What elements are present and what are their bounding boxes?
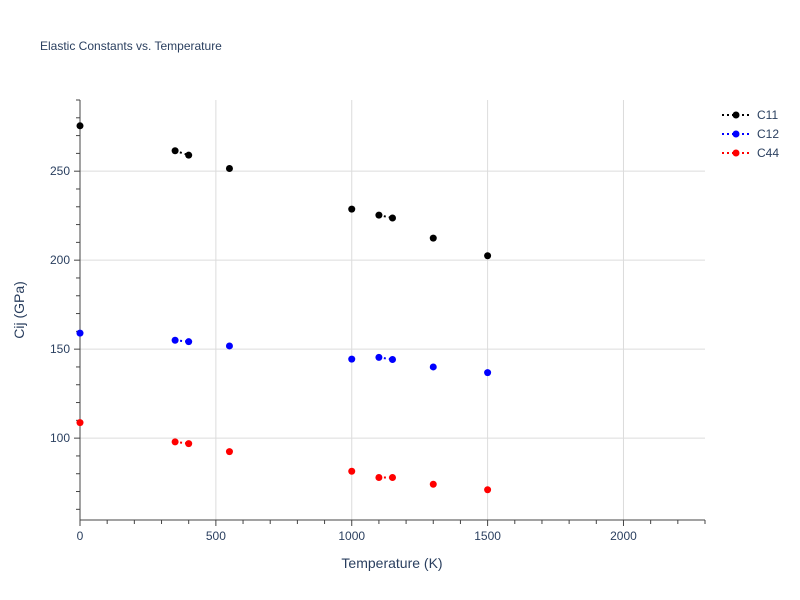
x-tick-label: 500 [206, 529, 226, 543]
data-point[interactable] [348, 205, 356, 213]
grid [80, 100, 705, 520]
y-tick-label: 100 [50, 431, 70, 445]
data-point[interactable] [225, 342, 233, 350]
data-point[interactable] [171, 438, 179, 446]
data-point[interactable] [185, 338, 193, 346]
data-point[interactable] [348, 467, 356, 475]
data-point[interactable] [225, 165, 233, 173]
data-point[interactable] [484, 252, 492, 260]
x-tick-label: 2000 [610, 529, 637, 543]
y-axis-title: Cij (GPa) [11, 281, 27, 339]
data-point[interactable] [225, 448, 233, 456]
chart-title: Elastic Constants vs. Temperature [40, 39, 222, 53]
legend-marker [732, 149, 740, 157]
y-tick-label: 150 [50, 342, 70, 356]
series-c12 [76, 329, 492, 377]
data-point[interactable] [484, 486, 492, 494]
y-tick-label: 200 [50, 253, 70, 267]
legend-item-c44[interactable]: C44 [722, 146, 779, 160]
series-c11 [76, 122, 492, 260]
plot-area[interactable] [76, 122, 492, 494]
data-point[interactable] [76, 419, 84, 427]
data-point[interactable] [389, 355, 396, 363]
data-point[interactable] [348, 355, 356, 363]
legend[interactable]: C11 C12 C44 [722, 108, 779, 160]
data-point[interactable] [375, 473, 383, 481]
data-point[interactable] [76, 122, 84, 130]
series-c44 [76, 419, 492, 494]
data-point[interactable] [375, 211, 383, 219]
x-tick-label: 1000 [338, 529, 365, 543]
x-tick-label: 1500 [474, 529, 501, 543]
data-point[interactable] [76, 329, 84, 337]
legend-label: C12 [757, 127, 779, 141]
data-point[interactable] [389, 473, 396, 481]
x-axis-title: Temperature (K) [341, 555, 442, 571]
data-point[interactable] [185, 151, 193, 159]
data-point[interactable] [429, 480, 437, 488]
data-point[interactable] [429, 363, 437, 371]
legend-marker [732, 111, 740, 119]
axes: 0 500 1000 1500 2000 100 150 200 250 [50, 99, 706, 543]
x-tick-label: 0 [77, 529, 84, 543]
y-tick-label: 250 [50, 164, 70, 178]
data-point[interactable] [171, 147, 179, 155]
data-point[interactable] [375, 353, 383, 361]
data-point[interactable] [171, 336, 179, 344]
data-point[interactable] [389, 214, 396, 222]
data-point[interactable] [185, 440, 193, 448]
data-point[interactable] [484, 369, 492, 377]
legend-label: C11 [757, 108, 778, 122]
legend-item-c12[interactable]: C12 [722, 127, 779, 141]
legend-marker [732, 130, 740, 138]
data-point[interactable] [429, 234, 437, 242]
legend-label: C44 [757, 146, 779, 160]
legend-item-c11[interactable]: C11 [722, 108, 778, 122]
